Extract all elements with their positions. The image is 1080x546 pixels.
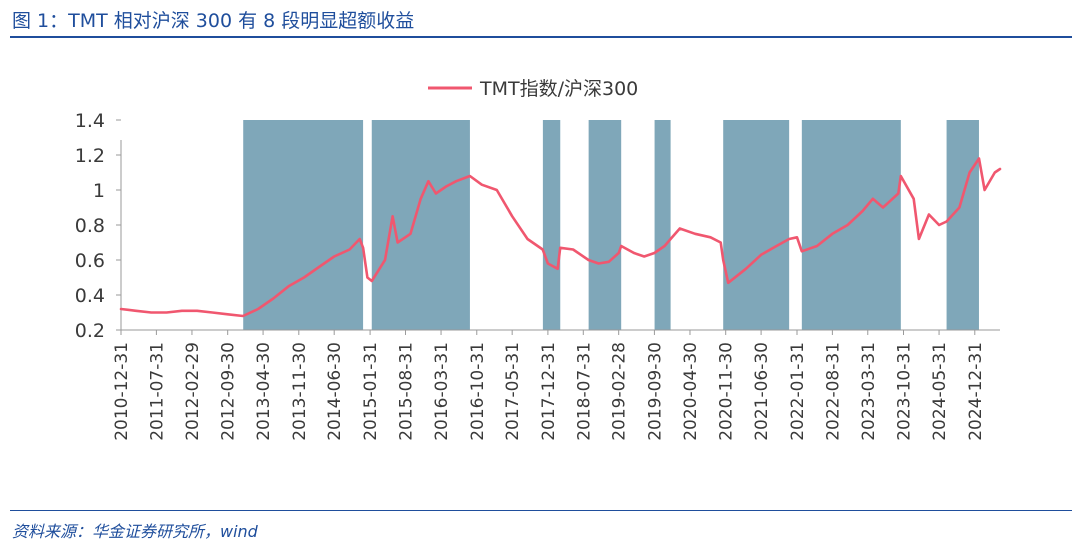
y-tick-label: 1.2 [75,145,105,167]
x-tick-label: 2016-03-31 [432,342,452,441]
shade-band-1 [243,120,364,330]
x-tick-label: 2011-07-31 [147,342,167,441]
shade-band-6 [723,120,790,330]
top-rule [10,36,1072,38]
x-tick-label: 2013-11-30 [290,342,310,441]
figure-title: 图 1：TMT 相对沪深 300 有 8 段明显超额收益 [12,10,415,32]
y-tick-label: 0.2 [75,320,105,342]
x-tick-label: 2012-02-29 [183,342,203,441]
shade-band-3 [542,120,561,330]
x-tick-label: 2019-02-28 [610,342,630,441]
x-tick-label: 2015-01-31 [361,342,381,441]
x-tick-label: 2021-06-30 [752,342,772,441]
shade-band-8 [946,120,979,330]
x-tick-label: 2023-03-31 [859,342,879,441]
series-layer [119,157,1002,318]
x-tick-label: 2012-09-30 [219,342,239,441]
legend: TMT指数/沪深300 [428,78,638,100]
shade-band-7 [801,120,901,330]
y-tick-label: 1 [93,180,105,202]
x-tick-label: 2024-05-31 [930,342,950,441]
y-tick-label: 0.8 [75,215,105,237]
x-tick-label: 2022-01-31 [788,342,808,441]
axes: 0.2 0.4 0.6 0.8 1 1.2 1.4 2010-12-31 2011-07-31 2… [75,110,1000,441]
source-note: 资料来源：华金证券研究所，wind [12,522,258,541]
shade-band-4 [588,120,622,330]
y-tick-label: 0.6 [75,250,105,272]
x-tick-label: 2017-05-31 [503,342,523,441]
shade-band-5 [654,120,671,330]
x-tick-label: 2016-10-31 [468,342,488,441]
x-tick-label: 2018-07-31 [574,342,594,441]
x-tick-label: 2013-04-30 [254,342,274,441]
series-line-1 [119,157,1002,318]
x-tick-label: 2022-08-31 [823,342,843,441]
x-tick-label: 2020-04-30 [681,342,701,441]
y-tick-label: 1.4 [75,110,105,132]
x-tick-label: 2023-10-31 [895,342,915,441]
x-tick-label: 2024-12-31 [966,342,986,441]
bottom-rule [10,510,1072,511]
x-tick-label: 2017-12-31 [539,342,559,441]
shade-band-2 [371,120,470,330]
x-tick-label: 2020-11-30 [717,342,737,441]
y-tick-label: 0.4 [75,285,105,307]
legend-label: TMT指数/沪深300 [479,78,638,100]
x-tick-label: 2014-06-30 [325,342,345,441]
shaded-periods [243,120,979,330]
x-tick-label: 2015-08-31 [396,342,416,441]
x-tick-label: 2019-09-30 [645,342,665,441]
x-tick-label: 2010-12-31 [112,342,132,441]
